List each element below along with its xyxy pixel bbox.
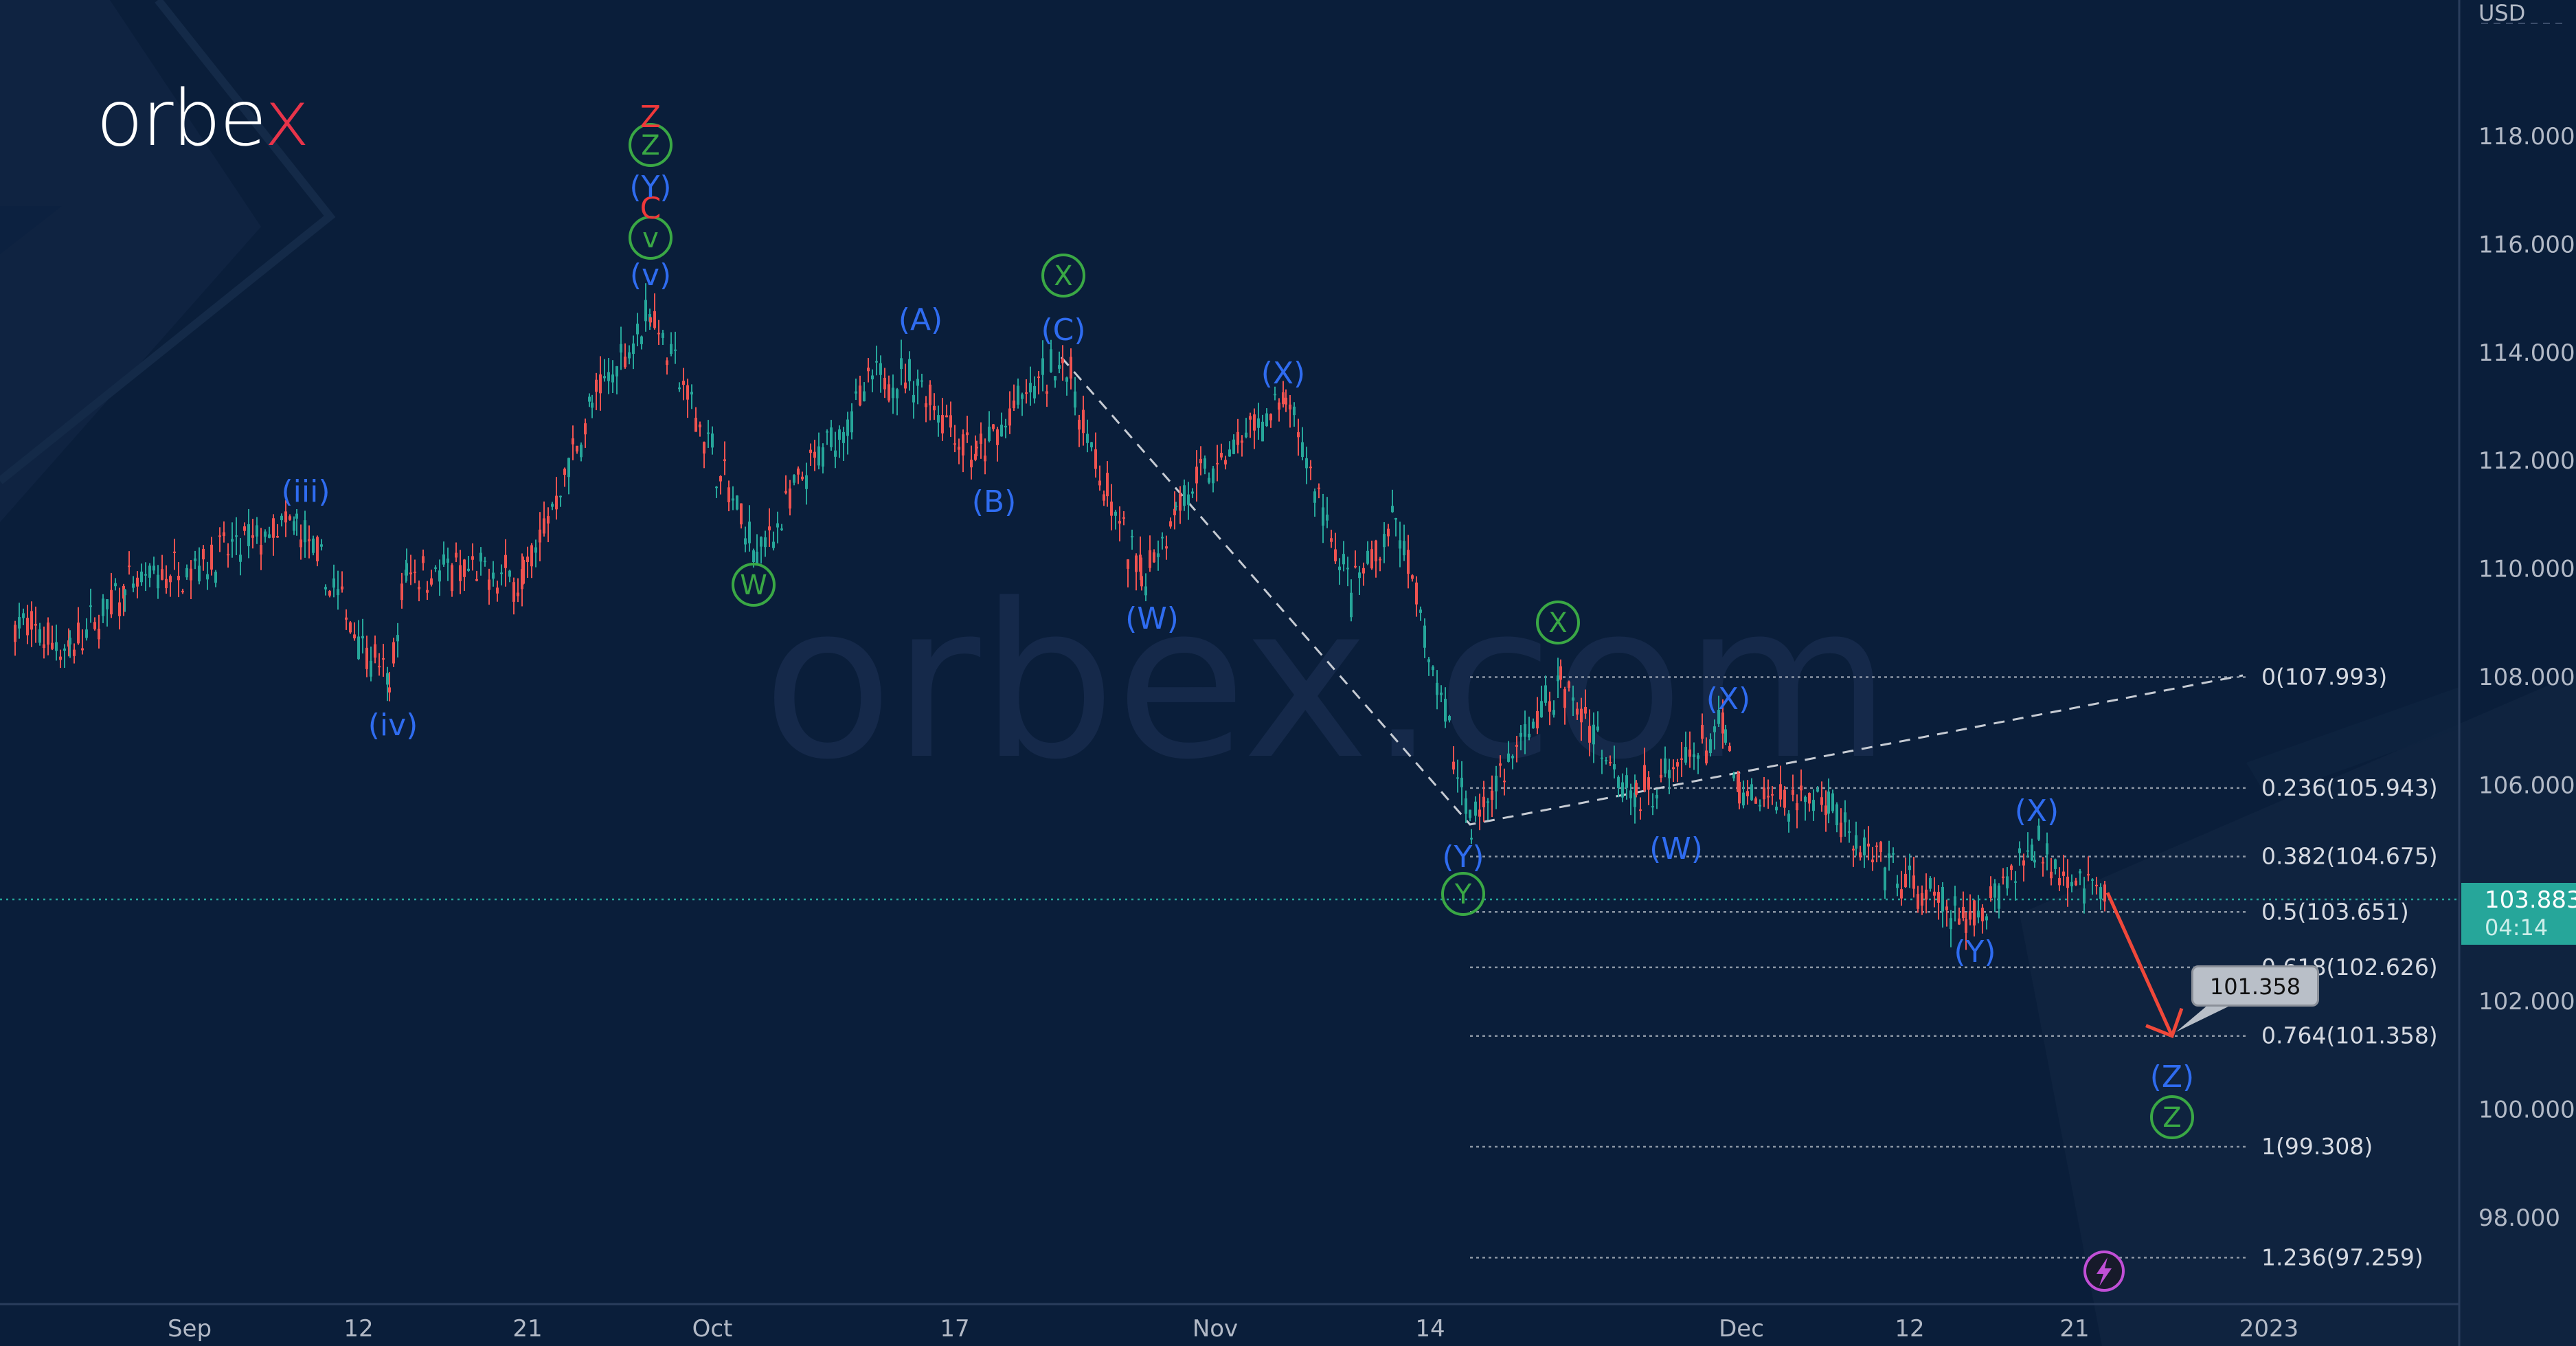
currency-label: USD	[2478, 0, 2526, 26]
time-tick: 17	[940, 1315, 969, 1343]
price-tick: 110.000	[2478, 556, 2575, 583]
wave-label: (Y)	[1442, 840, 1484, 875]
fib-level-label: 0.5(103.651)	[2261, 898, 2409, 925]
fib-level-label: 1(99.308)	[2261, 1133, 2373, 1160]
wave-label: Z	[641, 130, 659, 161]
wave-label: (A)	[899, 302, 942, 337]
current-price-tag: 103.883 04:14	[2461, 883, 2576, 945]
wave-label: (v)	[630, 258, 671, 293]
wave-label: W	[740, 570, 767, 601]
fib-level-label: 0.382(104.675)	[2261, 843, 2438, 870]
time-tick: Sep	[168, 1315, 212, 1343]
wave-label: (W)	[1649, 831, 1703, 866]
lightning-event-icon[interactable]	[2083, 1250, 2125, 1292]
wave-label: X	[1548, 607, 1567, 639]
wave-label: (X)	[2015, 794, 2059, 829]
forecast-arrow[interactable]	[2105, 892, 2174, 1037]
current-price-value: 103.883	[2485, 886, 2576, 914]
price-tick: 116.000	[2478, 231, 2575, 258]
time-tick: Dec	[1719, 1315, 1764, 1343]
wave-circle-icon	[1041, 254, 1085, 298]
callout-pointer	[2176, 1005, 2233, 1032]
price-tick: 118.000	[2478, 123, 2575, 150]
time-tick: 12	[343, 1315, 373, 1343]
wave-label: Z	[2162, 1102, 2181, 1134]
trend-line[interactable]	[1060, 357, 2244, 826]
wave-label: Z	[640, 100, 661, 135]
wave-label: (X)	[1706, 682, 1750, 717]
wave-circle-icon	[629, 216, 673, 260]
wave-label: (Y)	[1954, 934, 1996, 969]
wave-label: (iv)	[368, 708, 418, 743]
logo-accent: x	[264, 74, 310, 164]
wave-circle-icon	[1441, 872, 1485, 916]
time-tick: 14	[1415, 1315, 1445, 1343]
wave-label: C	[640, 191, 662, 226]
price-tick: 112.000	[2478, 447, 2575, 475]
wave-circle-icon	[629, 123, 673, 167]
logo-text: orbe	[96, 74, 266, 164]
time-tick: 12	[1895, 1315, 1924, 1343]
wave-circle-icon	[2150, 1095, 2194, 1139]
bar-countdown: 04:14	[2485, 915, 2549, 941]
time-tick: Oct	[692, 1315, 733, 1343]
orbex-logo: orbex	[96, 74, 310, 164]
target-price-callout: 101.358	[2191, 965, 2319, 1007]
wave-label: (X)	[1261, 356, 1305, 391]
candles[interactable]	[14, 283, 2106, 950]
price-tick: 108.000	[2478, 664, 2575, 691]
wave-label: (Y)	[629, 170, 671, 205]
wave-label: (Z)	[2150, 1059, 2194, 1095]
time-tick: 21	[2059, 1315, 2089, 1343]
wave-label: (iii)	[281, 474, 330, 509]
price-tick: 102.000	[2478, 988, 2575, 1016]
wave-label: Y	[1454, 879, 1472, 910]
price-tick: 106.000	[2478, 772, 2575, 799]
watermark: orbex.com	[762, 559, 1891, 807]
wave-label: X	[1054, 260, 1072, 292]
wave-circle-icon	[1536, 601, 1580, 644]
time-tick: 2023	[2239, 1315, 2299, 1343]
price-tick: 114.000	[2478, 339, 2575, 367]
arrow-head-icon	[2145, 1007, 2184, 1039]
fib-level-label: 1.236(97.259)	[2261, 1244, 2424, 1270]
price-tick: 98.000	[2478, 1204, 2560, 1232]
fib-level-label: 0.764(101.358)	[2261, 1022, 2438, 1049]
price-tick: 100.000	[2478, 1097, 2575, 1124]
fib-level-label: 0.236(105.943)	[2261, 774, 2438, 801]
time-tick: Nov	[1193, 1315, 1238, 1343]
wave-circle-icon	[732, 563, 776, 607]
wave-label: (W)	[1125, 601, 1179, 636]
wave-label: v	[642, 223, 659, 254]
wave-label: (C)	[1041, 313, 1085, 348]
time-tick: 21	[512, 1315, 542, 1343]
fib-level-label: 0(107.993)	[2261, 664, 2387, 691]
wave-label: (B)	[972, 484, 1017, 519]
